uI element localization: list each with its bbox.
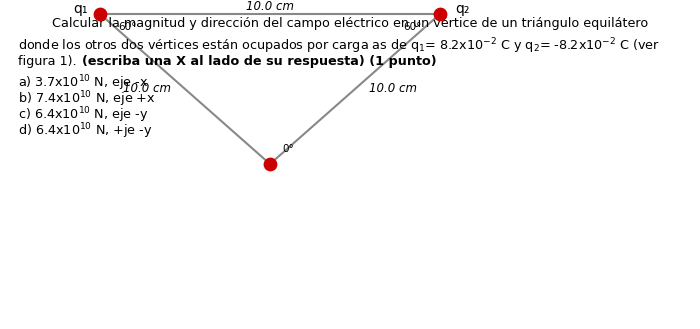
Point [94,12,106,17]
Text: donde los otros dos vértices están ocupados por carga as de q$_1$= 8.2x10$^{-2}$: donde los otros dos vértices están ocupa… [18,36,660,56]
Text: 60°: 60° [118,22,136,32]
Text: (escriba una X al lado de su respuesta) (1 punto): (escriba una X al lado de su respuesta) … [82,55,437,68]
Text: 60°: 60° [404,22,422,32]
Point [265,161,276,166]
Point [435,12,446,17]
Text: 10.0 cm: 10.0 cm [123,83,171,95]
Text: d) 6.4x10$^{10}$ N, +je -y: d) 6.4x10$^{10}$ N, +je -y [18,121,153,140]
Text: q₁: q₁ [73,2,88,16]
Text: c) 6.4x10$^{10}$ N, eje -y: c) 6.4x10$^{10}$ N, eje -y [18,105,148,125]
Text: 10.0 cm: 10.0 cm [369,83,417,95]
Text: figura 1).: figura 1). [18,55,80,68]
Text: Calcular la magnitud y dirección del campo eléctrico en un vértice de un triángu: Calcular la magnitud y dirección del cam… [52,17,648,30]
Text: 10.0 cm: 10.0 cm [246,0,294,13]
Text: a) 3.7x10$^{10}$ N, eje -x: a) 3.7x10$^{10}$ N, eje -x [18,73,148,92]
Text: q₂: q₂ [455,2,469,16]
Text: 0°: 0° [282,144,294,154]
Text: b) 7.4x10$^{10}$ N, eje +x: b) 7.4x10$^{10}$ N, eje +x [18,89,156,109]
